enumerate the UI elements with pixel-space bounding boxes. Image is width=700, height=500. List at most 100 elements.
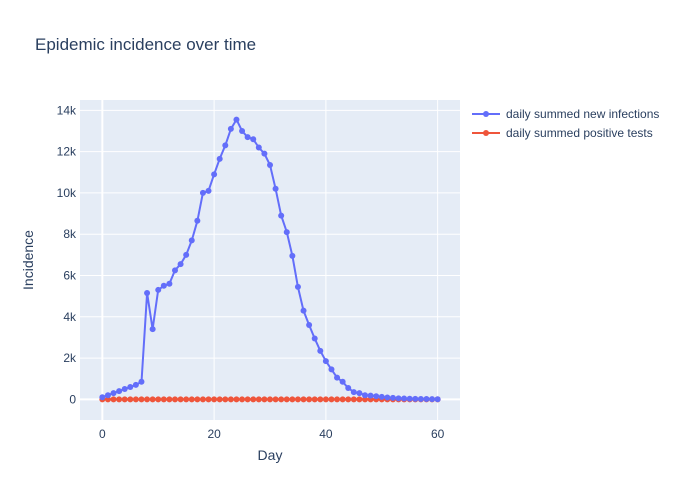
series-2-point[interactable]	[104, 396, 111, 403]
series-2-point[interactable]	[294, 396, 301, 403]
series-1-point[interactable]	[423, 396, 430, 403]
series-1-point[interactable]	[395, 395, 402, 402]
series-1-point[interactable]	[172, 267, 178, 274]
series-1-point[interactable]	[356, 390, 363, 397]
series-1-point[interactable]	[110, 390, 117, 397]
series-2-point[interactable]	[339, 396, 346, 403]
series-1-point[interactable]	[244, 134, 251, 141]
series-1-point[interactable]	[183, 251, 190, 258]
series-2-point[interactable]	[250, 396, 257, 403]
series-1-point[interactable]	[306, 322, 313, 329]
series-2-point[interactable]	[166, 396, 173, 403]
series-1-point[interactable]	[138, 378, 145, 385]
series-1-point[interactable]	[199, 189, 206, 196]
series-1-point[interactable]	[250, 136, 257, 143]
series-1-point[interactable]	[412, 395, 419, 402]
series-1-point[interactable]	[121, 386, 128, 393]
series-2-point[interactable]	[194, 396, 201, 403]
series-1-point[interactable]	[350, 389, 357, 396]
series-2-point[interactable]	[311, 396, 318, 403]
series-1-point[interactable]	[429, 396, 436, 403]
series-2-point[interactable]	[216, 396, 223, 403]
series-1-point[interactable]	[311, 335, 318, 342]
series-2-point[interactable]	[149, 396, 156, 403]
series-1-point[interactable]	[401, 395, 408, 402]
series-2-point[interactable]	[334, 396, 341, 403]
series-1-point[interactable]	[272, 185, 279, 192]
series-2-point[interactable]	[244, 396, 251, 403]
series-1-point[interactable]	[261, 150, 268, 157]
series-1-point[interactable]	[406, 395, 413, 402]
series-1-point[interactable]	[300, 307, 307, 314]
series-2-point[interactable]	[261, 396, 268, 403]
series-2-point[interactable]	[121, 396, 128, 403]
series-2-point[interactable]	[350, 396, 357, 403]
series-1-point[interactable]	[334, 374, 341, 381]
series-1-point[interactable]	[328, 366, 335, 373]
series-1-point[interactable]	[149, 326, 156, 333]
series-2-point[interactable]	[177, 396, 184, 403]
series-2-point[interactable]	[283, 396, 290, 403]
series-2-point[interactable]	[110, 396, 117, 403]
series-2-point[interactable]	[345, 396, 352, 403]
series-1-point[interactable]	[227, 125, 234, 132]
series-1-point[interactable]	[378, 393, 385, 400]
series-1-point[interactable]	[255, 144, 262, 151]
series-2-point[interactable]	[328, 396, 335, 403]
series-1-point[interactable]	[177, 261, 184, 268]
series-1-point[interactable]	[188, 237, 195, 244]
series-2-point[interactable]	[132, 396, 139, 403]
series-2-point[interactable]	[289, 396, 296, 403]
series-2-point[interactable]	[155, 396, 162, 403]
series-2-point[interactable]	[306, 396, 313, 403]
series-2-point[interactable]	[239, 396, 246, 403]
series-1-point[interactable]	[373, 393, 380, 400]
series-2-point[interactable]	[183, 396, 190, 403]
series-2-point[interactable]	[272, 396, 279, 403]
series-1-point[interactable]	[194, 217, 201, 224]
series-2-point[interactable]	[267, 396, 273, 403]
series-1-point[interactable]	[389, 394, 396, 401]
series-1-point[interactable]	[434, 396, 441, 403]
series-2-point[interactable]	[322, 396, 329, 403]
series-2-point[interactable]	[222, 396, 229, 403]
series-1-point[interactable]	[233, 116, 240, 123]
series-2-point[interactable]	[199, 396, 206, 403]
series-1-point[interactable]	[116, 388, 123, 395]
series-1-point[interactable]	[322, 358, 329, 365]
series-1-point[interactable]	[144, 290, 151, 297]
legend-item-1[interactable]: daily summed new infections	[472, 107, 659, 121]
series-2-point[interactable]	[227, 396, 234, 403]
series-1-point[interactable]	[384, 394, 391, 401]
series-2-point[interactable]	[356, 396, 363, 403]
series-2-point[interactable]	[138, 396, 145, 403]
legend-item-2[interactable]: daily summed positive tests	[472, 126, 653, 140]
series-1-point[interactable]	[294, 283, 301, 290]
series-2-point[interactable]	[362, 396, 368, 403]
series-1-point[interactable]	[211, 171, 218, 178]
series-1-point[interactable]	[417, 395, 424, 402]
series-1-point[interactable]	[283, 229, 290, 236]
series-2-point[interactable]	[144, 396, 151, 403]
series-2-point[interactable]	[127, 396, 134, 403]
series-1-point[interactable]	[345, 385, 352, 391]
series-2-point[interactable]	[160, 396, 167, 403]
series-1-point[interactable]	[339, 378, 346, 385]
series-1-point[interactable]	[278, 212, 285, 219]
series-1-point[interactable]	[127, 383, 134, 390]
series-2-point[interactable]	[300, 396, 307, 403]
series-2-point[interactable]	[211, 396, 218, 403]
series-2-point[interactable]	[255, 396, 262, 403]
series-1-point[interactable]	[132, 381, 139, 388]
series-1-point[interactable]	[239, 127, 246, 134]
series-1-point[interactable]	[362, 392, 368, 399]
series-1-point[interactable]	[160, 282, 167, 289]
series-2-point[interactable]	[278, 396, 285, 403]
series-1-point[interactable]	[289, 252, 296, 259]
series-1-point[interactable]	[155, 286, 162, 293]
series-2-point[interactable]	[172, 396, 178, 403]
series-1-point[interactable]	[216, 155, 223, 162]
series-2-point[interactable]	[205, 396, 212, 403]
series-2-point[interactable]	[116, 396, 123, 403]
series-1-point[interactable]	[166, 280, 173, 287]
